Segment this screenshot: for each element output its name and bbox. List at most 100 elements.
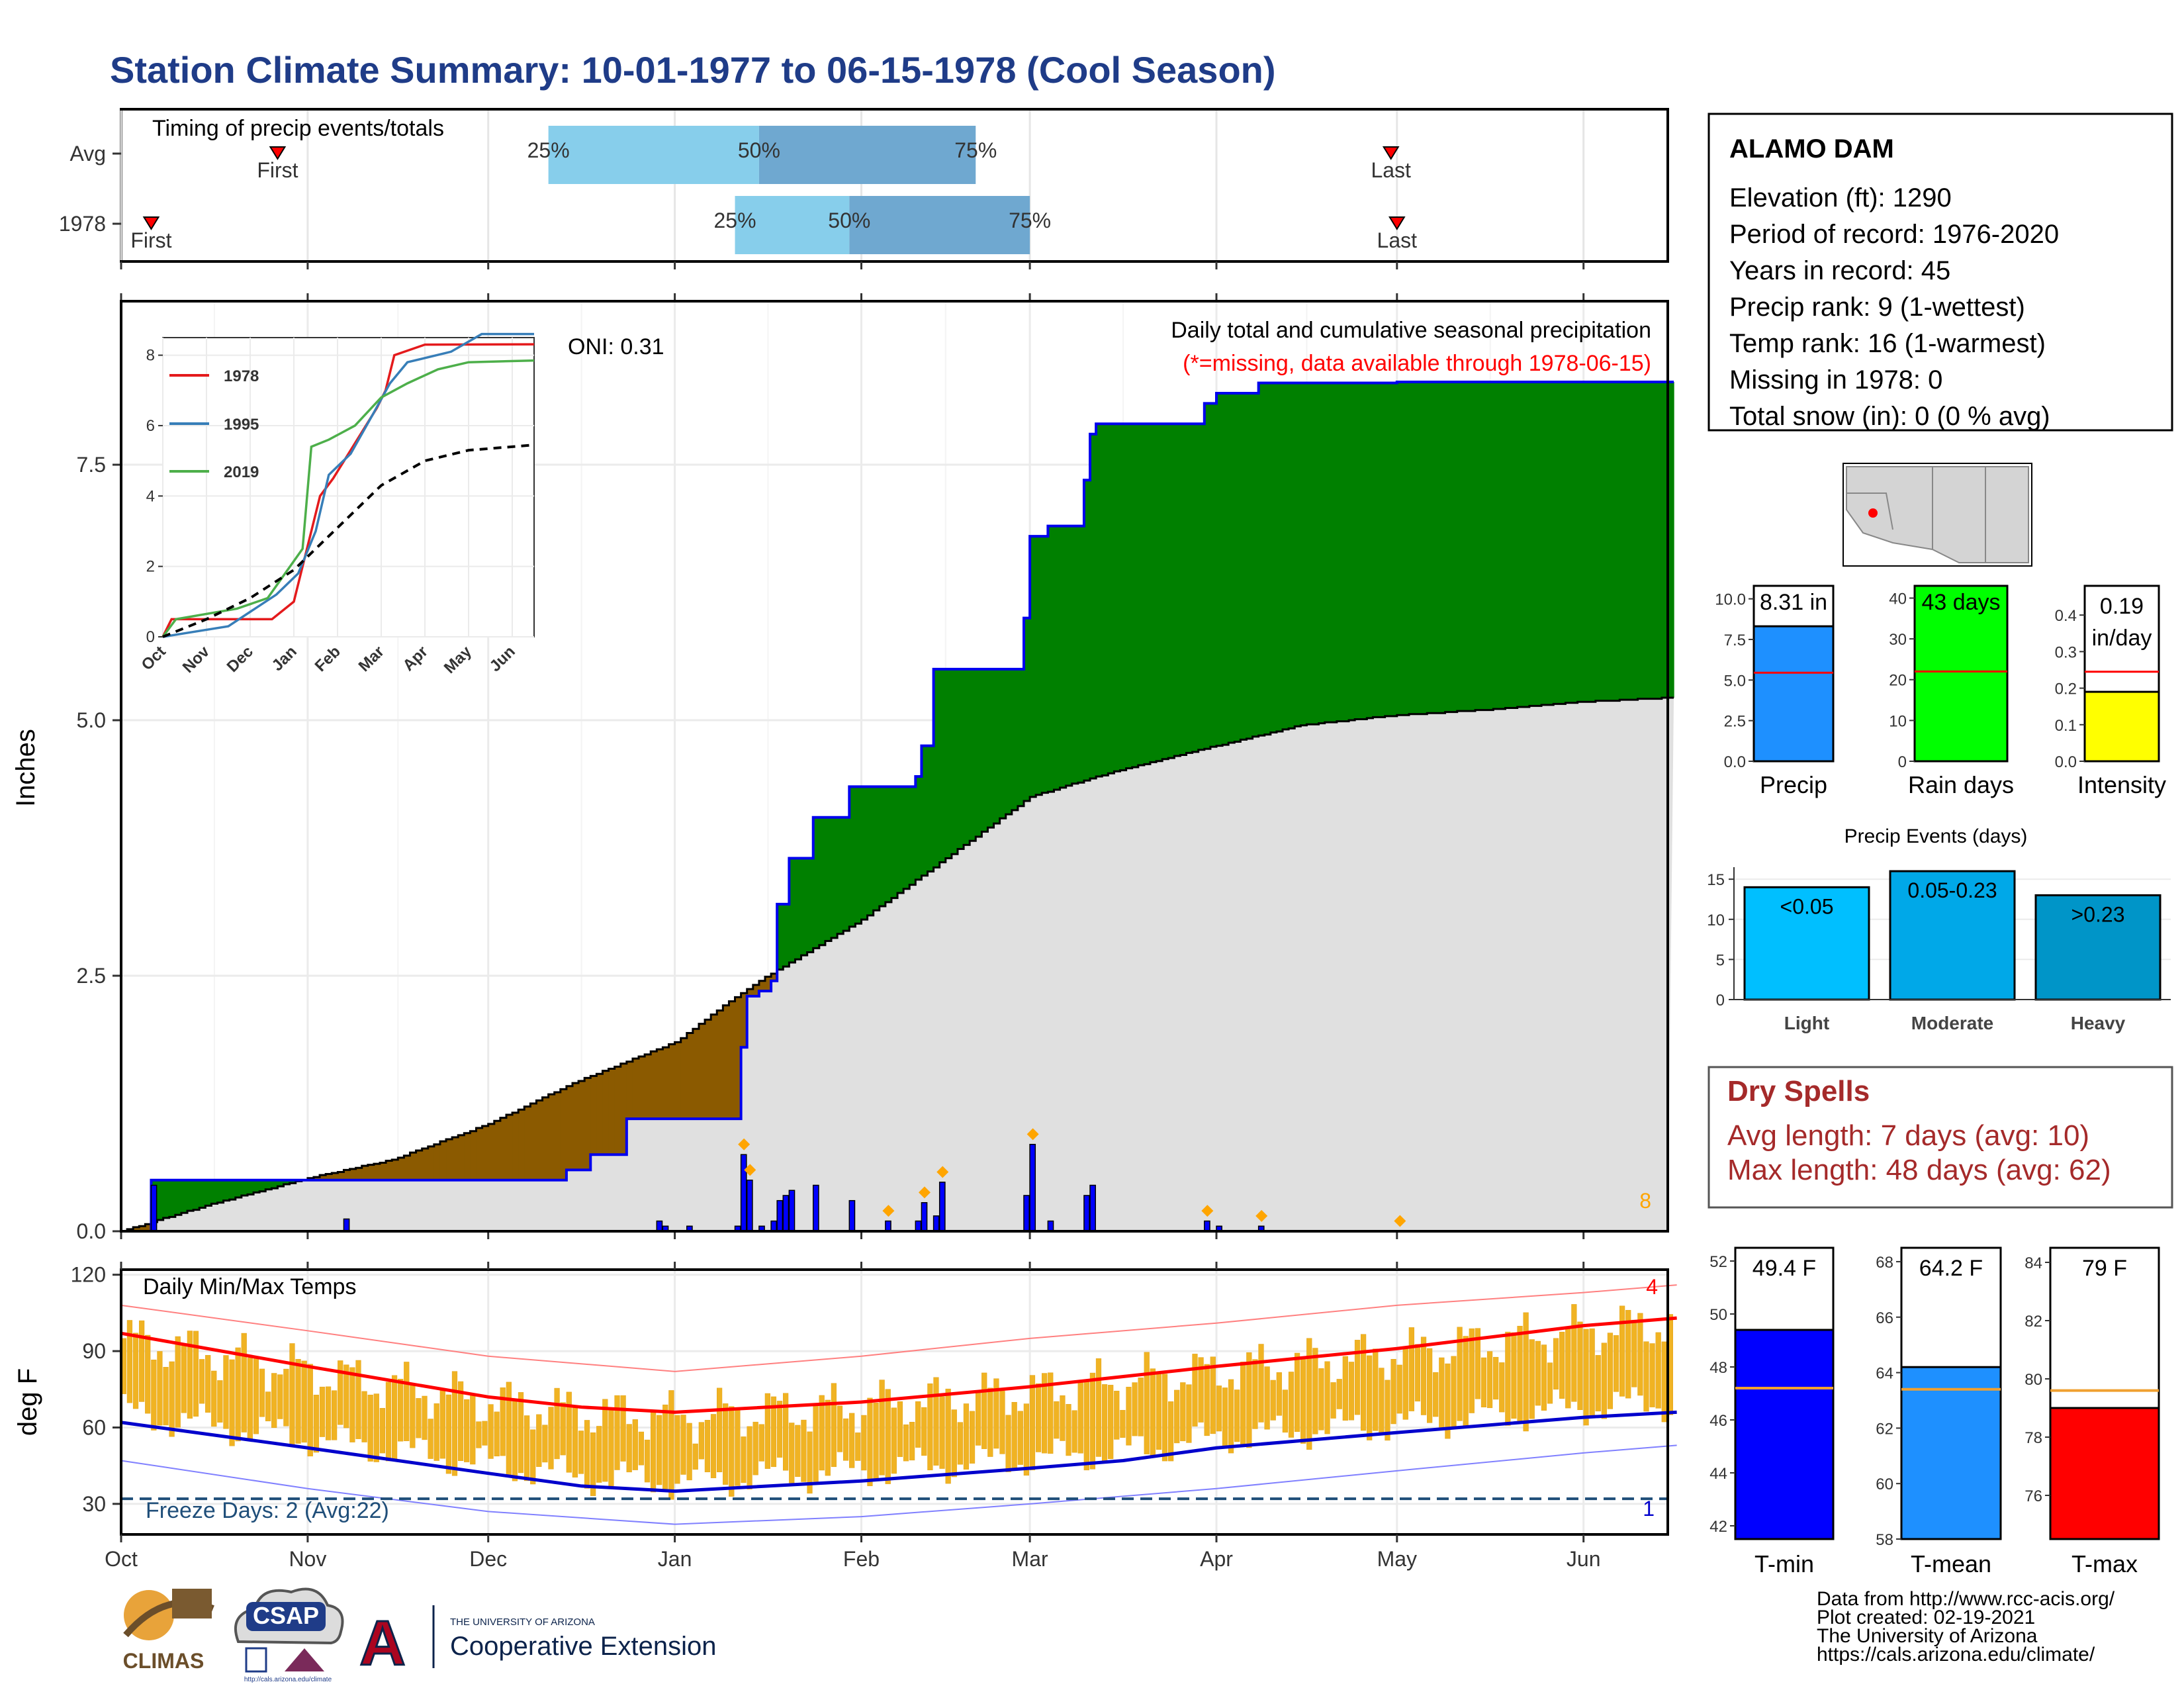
precip-surplus-slice [253, 1180, 260, 1193]
daily-temp-range-bar [464, 1399, 470, 1462]
temp-total-y-tick-label: 60 [1876, 1476, 1893, 1493]
precip-surplus-slice [1126, 424, 1133, 769]
events-bar-label: 0.05-0.23 [1907, 878, 1997, 902]
inset-y-tick-label: 6 [146, 417, 155, 435]
precip-surplus-slice [1198, 424, 1205, 750]
precip-surplus-slice [1385, 383, 1392, 716]
events-y-tick-label: 5 [1716, 951, 1725, 969]
daily-precip-bar [1023, 1195, 1030, 1232]
precip-deficit-slice [651, 1051, 657, 1119]
precip-deficit-slice [488, 1123, 495, 1180]
daily-temp-range-bar [325, 1386, 332, 1440]
daily-temp-range-bar [1306, 1338, 1312, 1450]
temp-total-y-tick-label: 76 [2025, 1487, 2042, 1505]
precip-surplus-slice [1054, 526, 1061, 790]
precip-deficit-slice [584, 1078, 591, 1170]
precip-surplus-slice [855, 786, 862, 924]
daily-temp-range-bar [1655, 1332, 1661, 1409]
daily-temp-range-bar [1589, 1328, 1595, 1419]
daily-temp-range-bar [1276, 1372, 1282, 1416]
precip-surplus-slice [1402, 381, 1410, 716]
daily-temp-range-bar [1451, 1356, 1457, 1427]
daily-temp-range-bar [1330, 1382, 1336, 1419]
temp-total-y-tick-label: 78 [2025, 1429, 2042, 1447]
daily-temp-range-bar [247, 1358, 253, 1440]
total-value-bar [2083, 690, 2160, 763]
daily-temp-range-bar [518, 1392, 524, 1474]
temp-y-tick-label: 90 [82, 1339, 106, 1363]
daily-temp-range-bar [657, 1415, 662, 1485]
daily-temp-range-bar [1402, 1347, 1408, 1420]
precip-deficit-slice [392, 1159, 398, 1180]
precip-surplus-slice [1300, 383, 1307, 726]
daily-temp-range-bar [1035, 1383, 1042, 1452]
precip-surplus-slice [1451, 381, 1458, 712]
daily-temp-range-bar [343, 1364, 349, 1429]
daily-temp-range-bar [193, 1331, 199, 1417]
events-bar-label: <0.05 [1780, 894, 1834, 918]
daily-temp-range-bar [332, 1390, 338, 1440]
precip-surplus-slice [993, 669, 1001, 823]
daily-temp-range-bar [1252, 1359, 1258, 1429]
precip-surplus-slice [1060, 526, 1067, 788]
daily-precip-marker [1394, 1215, 1406, 1227]
daily-temp-range-bar [927, 1383, 933, 1471]
daily-temp-range-bar [620, 1395, 626, 1462]
daily-precip-bar [656, 1220, 663, 1232]
daily-temp-range-bar [680, 1415, 686, 1475]
precip-deficit-slice [380, 1162, 387, 1180]
daily-precip-bar [933, 1215, 940, 1232]
csap-label-bg [246, 1602, 326, 1631]
daily-temp-range-bar [716, 1387, 723, 1473]
daily-temp-range-bar [1095, 1358, 1102, 1457]
climas-logo-text: CLIMAS [123, 1649, 205, 1673]
daily-temp-range-bar [1174, 1389, 1180, 1444]
daily-temp-range-bar [163, 1367, 169, 1426]
timing-last-marker [1382, 146, 1400, 160]
precip-surplus-slice [1614, 381, 1620, 701]
precip-deficit-slice [133, 1227, 140, 1231]
daily-temp-range-bar [1198, 1357, 1204, 1423]
daily-temp-range-bar [542, 1425, 548, 1463]
daily-temp-range-bar [1661, 1341, 1667, 1423]
precip-surplus-slice [193, 1180, 200, 1210]
temp-x-axis: Oct Nov Dec Jan Feb Mar Apr May Jun [105, 1262, 1600, 1571]
daily-temp-range-bar [1541, 1344, 1547, 1411]
temp-x-tick-label: Oct [105, 1547, 138, 1571]
inset-legend-label: 1995 [224, 416, 259, 434]
station-info-box: ALAMO DAM Elevation (ft): 1290 Period of… [1707, 113, 2173, 432]
daily-temp-range-bar [398, 1378, 404, 1442]
precip-surplus-slice [205, 1180, 212, 1206]
precip-surplus-slice [1186, 424, 1193, 753]
precip-deficit-slice [614, 1066, 621, 1155]
daily-temp-range-bar [735, 1407, 741, 1486]
daily-temp-range-bar [566, 1391, 572, 1473]
daily-temp-range-bar [1535, 1340, 1541, 1406]
daily-temp-range-bar [704, 1420, 711, 1473]
precip-surplus-slice [163, 1180, 170, 1218]
daily-temp-range-bar [259, 1368, 265, 1417]
precip-deficit-slice [548, 1094, 555, 1180]
precip-surplus-slice [1361, 383, 1367, 720]
precip-y-tick-label: 2.5 [77, 964, 106, 988]
daily-temp-range-bar [1408, 1327, 1414, 1411]
daily-temp-range-bar [1240, 1362, 1246, 1446]
daily-temp-range-bar [626, 1424, 632, 1473]
precip-surplus-slice [229, 1180, 236, 1200]
events-bar [1889, 870, 2016, 1001]
precip-deficit-slice [711, 1014, 717, 1119]
precip-deficit-slice [524, 1106, 531, 1180]
precip-panel: 0.0 2.5 5.0 7.5 Daily total and cumulative … [11, 293, 1674, 1243]
total-value-bar [1913, 585, 2009, 763]
daily-temp-range-bar [1390, 1359, 1396, 1425]
inset-y-tick-label: 0 [146, 628, 155, 646]
precip-deficit-slice [464, 1133, 471, 1180]
precip-plot-body: 0.0 2.5 5.0 7.5 [77, 293, 1674, 1243]
precip-surplus-slice [813, 817, 820, 949]
total-y-tick-label: 10 [1889, 712, 1907, 730]
precip-surplus-slice [1373, 383, 1380, 718]
daily-precip-bar [1047, 1220, 1054, 1232]
daily-temp-range-bar [229, 1359, 235, 1446]
precip-surplus-slice [1511, 381, 1518, 708]
total-value-label: 0.19 [2100, 594, 2144, 619]
